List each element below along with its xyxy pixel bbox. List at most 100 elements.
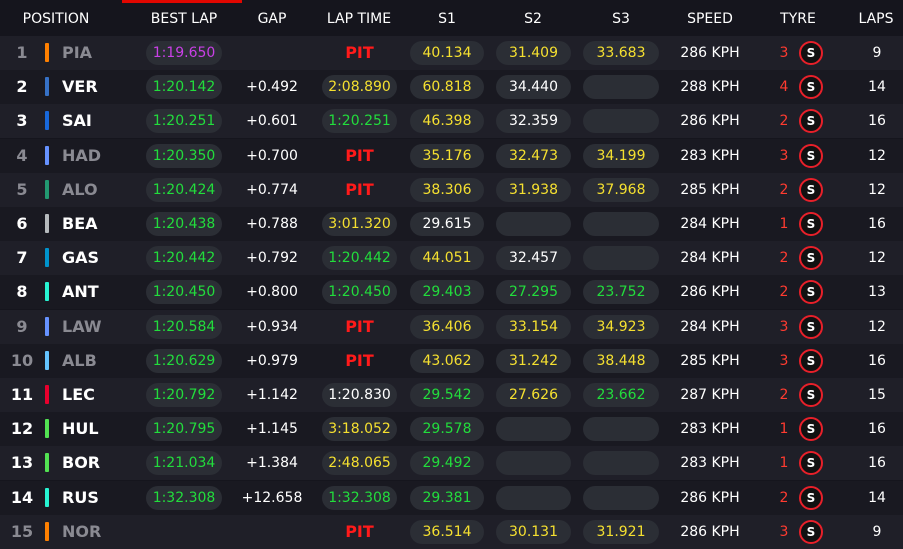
team-color-bar <box>45 111 49 131</box>
driver-code: VER <box>62 77 98 97</box>
header-s3[interactable]: S3 <box>612 11 630 27</box>
position-number: 5 <box>16 179 28 199</box>
speed-value: 284 KPH <box>680 250 740 267</box>
gap-value: +0.601 <box>246 113 298 130</box>
sector-2-time: 32.457 <box>496 246 571 271</box>
speed-value: 288 KPH <box>680 79 740 96</box>
sector-2-time: 34.440 <box>496 75 571 100</box>
laps-count: 12 <box>868 147 886 164</box>
header-gap[interactable]: GAP <box>257 11 287 27</box>
position-number: 1 <box>16 43 28 62</box>
gap-value: +0.979 <box>246 352 298 369</box>
laps-count: 13 <box>868 284 886 301</box>
tyre-compound-letter: S <box>806 46 816 60</box>
soft-tyre-icon: S <box>799 451 823 476</box>
laps-count: 12 <box>868 318 886 335</box>
team-color-bar <box>45 453 49 473</box>
sector-3-time: 33.683 <box>583 41 659 65</box>
speed-value: 286 KPH <box>680 284 740 301</box>
header-lap-time[interactable]: LAP TIME <box>326 11 392 27</box>
lap-time: 1:20.830 <box>322 383 397 407</box>
driver-row[interactable]: 14 RUS 1:32.308 +12.658 1:32.308 29.381 286 KP… <box>0 480 903 515</box>
team-color-bar <box>45 214 49 233</box>
sector-1-time: 36.406 <box>410 314 484 339</box>
tyre-age: 3 <box>779 147 789 164</box>
tyre-age: 2 <box>779 387 789 403</box>
sector-3-time <box>583 451 659 476</box>
driver-row[interactable]: 10 ALB 1:20.629 +0.979 PIT 43.062 31.242 38.448… <box>0 343 903 378</box>
sector-3-time: 34.199 <box>583 143 659 168</box>
driver-row[interactable]: 2 VER 1:20.142 +0.492 2:08.890 60.818 34.440 28… <box>0 70 903 105</box>
header-laps[interactable]: LAPS <box>858 11 894 27</box>
sector-2-time: 32.473 <box>496 143 571 168</box>
driver-row[interactable]: 9 LAW 1:20.584 +0.934 PIT 36.406 33.154 34.923 2… <box>0 309 903 344</box>
gap-value <box>236 515 308 549</box>
driver-row[interactable]: 5 ALO 1:20.424 +0.774 PIT 38.306 31.938 37.968 2… <box>0 172 903 207</box>
sector-3-time: 34.923 <box>583 314 659 339</box>
gap-value: +0.934 <box>246 318 298 335</box>
driver-row[interactable]: 7 GAS 1:20.442 +0.792 1:20.442 44.051 32.457 28… <box>0 241 903 276</box>
position-number: 7 <box>16 248 28 268</box>
driver-code: PIA <box>62 43 93 62</box>
driver-row[interactable]: 6 BEA 1:20.438 +0.788 3:01.320 29.615 284 KPH 1… <box>0 207 903 241</box>
driver-row[interactable]: 15 NOR PIT 36.514 30.131 31.921 286 KPH 3 S 9 <box>0 514 903 549</box>
sector-1-time: 60.818 <box>410 75 484 100</box>
gap-value: +0.700 <box>246 147 298 164</box>
tyre-compound-letter: S <box>806 524 816 539</box>
driver-row[interactable]: 4 HAD 1:20.350 +0.700 PIT 35.176 32.473 34.199 2… <box>0 138 903 173</box>
position-number: 8 <box>16 282 28 302</box>
gap-value: +0.774 <box>246 181 298 198</box>
sector-1-time: 46.398 <box>410 109 484 134</box>
soft-tyre-icon: S <box>799 143 823 168</box>
lap-time: 2:08.890 <box>322 75 397 100</box>
team-color-bar <box>45 385 49 404</box>
best-lap-time: 1:20.584 <box>146 314 222 339</box>
laps-count: 9 <box>872 45 882 61</box>
team-color-bar <box>45 77 49 97</box>
tyre-age: 2 <box>779 181 789 198</box>
driver-row[interactable]: 8 ANT 1:20.450 +0.800 1:20.450 29.403 27.295 23… <box>0 275 903 310</box>
position-number: 3 <box>16 111 28 131</box>
sector-3-time <box>583 417 659 442</box>
header-best-lap[interactable]: BEST LAP <box>150 11 218 27</box>
best-lap-time: 1:20.438 <box>146 212 222 236</box>
driver-row[interactable]: 12 HUL 1:20.795 +1.145 3:18.052 29.578 283 KPH… <box>0 412 903 447</box>
header-speed[interactable]: SPEED <box>687 11 733 27</box>
lap-time: 1:20.251 <box>322 109 397 134</box>
position-number: 4 <box>16 145 28 165</box>
header-position[interactable]: POSITION <box>22 11 90 27</box>
tyre-compound-letter: S <box>806 217 816 231</box>
driver-code: ANT <box>62 282 99 302</box>
tyre-age: 2 <box>779 489 789 506</box>
driver-code: ALO <box>62 179 98 199</box>
best-lap-time: 1:21.034 <box>146 451 222 476</box>
header-s1[interactable]: S1 <box>438 11 456 27</box>
driver-code: HAD <box>62 145 102 165</box>
soft-tyre-icon: S <box>799 348 823 373</box>
driver-row[interactable]: 13 BOR 1:21.034 +1.384 2:48.065 29.492 283 KPH… <box>0 446 903 481</box>
sector-2-time: 33.154 <box>496 314 571 339</box>
tyre-compound-letter: S <box>806 456 816 471</box>
gap-value: +12.658 <box>241 489 303 506</box>
driver-code: LEC <box>62 385 95 404</box>
sector-3-time: 37.968 <box>583 177 659 202</box>
laps-count: 16 <box>868 455 886 472</box>
team-color-bar <box>45 179 49 199</box>
header-tyre[interactable]: TYRE <box>780 11 816 27</box>
tyre-compound-letter: S <box>806 114 816 129</box>
driver-row[interactable]: 1 PIA 1:19.650 PIT 40.134 31.409 33.683 286 KPH… <box>0 36 903 70</box>
position-number: 12 <box>10 419 34 439</box>
sector-2-time: 31.938 <box>496 177 571 202</box>
position-number: 15 <box>10 521 34 541</box>
tyre-age: 1 <box>779 421 789 438</box>
soft-tyre-icon: S <box>799 177 823 202</box>
driver-row[interactable]: 11 LEC 1:20.792 +1.142 1:20.830 29.542 27.626 2… <box>0 378 903 412</box>
driver-code: ALB <box>62 350 97 370</box>
pit-status: PIT <box>345 521 374 541</box>
gap-value: +1.145 <box>246 421 298 438</box>
team-color-bar <box>45 487 49 507</box>
driver-row[interactable]: 3 SAI 1:20.251 +0.601 1:20.251 46.398 32.359 28… <box>0 104 903 139</box>
header-s2[interactable]: S2 <box>524 11 542 27</box>
gap-value: +0.492 <box>246 79 298 96</box>
tyre-age: 3 <box>779 352 789 369</box>
